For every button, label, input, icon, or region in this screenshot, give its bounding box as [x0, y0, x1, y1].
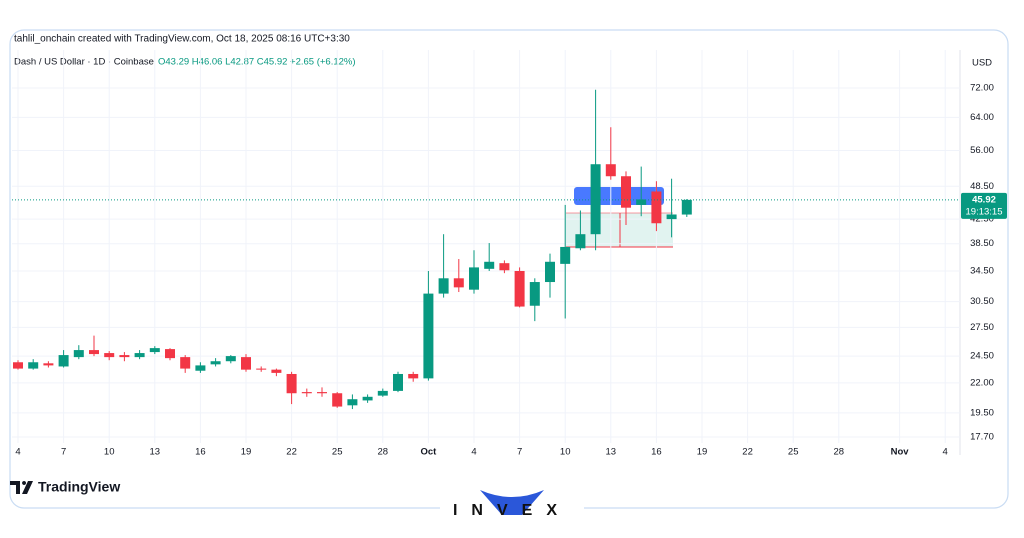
candle-body: [225, 356, 236, 362]
candle-body: [560, 246, 571, 264]
x-tick-label: 25: [332, 447, 343, 458]
x-tick-label: 10: [104, 447, 115, 458]
candle-body: [43, 363, 54, 366]
candle-body: [332, 393, 343, 407]
watermark: INVEX: [453, 502, 571, 519]
candle-body: [469, 267, 479, 290]
candle-body: [393, 373, 403, 391]
candle-body: [165, 349, 175, 359]
x-tick-label: 7: [517, 447, 522, 458]
y-tick-label: 34.50: [970, 265, 994, 276]
x-tick-label: 10: [560, 447, 571, 458]
candle-body: [28, 362, 39, 369]
logo-icon: [10, 481, 33, 494]
y-tick-label: 30.50: [970, 296, 994, 307]
candle-body: [301, 392, 312, 394]
symbol: Dash / US Dollar · 1D · Coinbase: [14, 57, 154, 68]
x-tick-label: 4: [15, 447, 20, 458]
y-tick-label: 17.70: [970, 431, 994, 442]
candle-body: [134, 353, 145, 358]
y-tick-label: 22.00: [970, 377, 994, 388]
candle-body: [210, 361, 221, 365]
candle-body: [317, 392, 327, 394]
candle-body: [499, 263, 510, 271]
x-tick-label: 19: [697, 447, 708, 458]
y-tick-label: 38.50: [970, 238, 994, 249]
candle-body: [195, 365, 206, 371]
candle-body: [438, 278, 449, 294]
x-tick-label: 22: [742, 447, 753, 458]
brand: TradingView: [38, 479, 120, 495]
candle-body: [529, 282, 540, 306]
candle-body: [621, 176, 631, 208]
candle-body: [89, 350, 99, 355]
y-tick-label: 27.50: [970, 322, 994, 333]
x-tick-label: 22: [286, 447, 297, 458]
watermark-icon: [480, 490, 544, 515]
currency: USD: [972, 58, 992, 69]
x-tick-label: 19: [241, 447, 252, 458]
y-tick-label: 19.50: [970, 407, 994, 418]
candle-body: [377, 390, 388, 396]
brand-logo: TradingView: [10, 479, 120, 495]
x-tick-label: 13: [606, 447, 617, 458]
candle-body: [605, 164, 616, 177]
candle-body: [104, 353, 115, 358]
x-tick-label: 28: [834, 447, 845, 458]
x-tick-label: Nov: [891, 447, 910, 458]
y-tick-label: 56.00: [970, 145, 994, 156]
x-tick-label: 13: [150, 447, 161, 458]
x-tick-label: 4: [943, 447, 948, 458]
candle-body: [73, 350, 84, 358]
candle-body: [514, 270, 525, 307]
candle-body: [149, 348, 160, 353]
candle-body: [590, 164, 601, 235]
x-tick-label: 4: [471, 447, 476, 458]
candle-body: [484, 261, 495, 269]
last-price: 45.92: [972, 194, 996, 205]
candle-body: [636, 199, 647, 205]
x-tick-label: 16: [195, 447, 206, 458]
y-tick-label: 24.50: [970, 351, 994, 362]
candle-body: [575, 234, 586, 249]
y-tick-label: 64.00: [970, 112, 994, 123]
x-tick-label: 28: [378, 447, 389, 458]
candle-body: [241, 357, 251, 370]
candle-body: [286, 373, 297, 394]
candle-body: [408, 373, 419, 379]
countdown: 19:13:15: [966, 206, 1003, 217]
candle-body: [347, 399, 358, 406]
candle-body: [362, 396, 373, 401]
position-label: [574, 187, 664, 205]
header: tahlil_onchain created with TradingView.…: [14, 34, 350, 45]
candle-body: [545, 261, 555, 283]
candle-body: [651, 191, 662, 224]
candle-body: [13, 362, 23, 369]
plot: 17.70 19.50 22.00 24.50 27.50 30.50 34.50 38.50…: [12, 50, 1007, 458]
candle-body: [681, 199, 692, 215]
candle-body: [453, 278, 464, 288]
candle-body: [180, 357, 191, 369]
x-tick-label: Oct: [420, 447, 437, 458]
ohlc-legend: O43.29 H46.06 L42.87 C45.92 +2.65 (+6.12…: [158, 57, 356, 68]
y-tick-label: 48.50: [970, 181, 994, 192]
x-tick-label: 25: [788, 447, 799, 458]
candle-body: [423, 293, 434, 379]
candle-body: [119, 355, 130, 358]
y-tick-label: 42.50: [970, 214, 994, 225]
last-price-tag: [961, 192, 1007, 219]
y-tick-label: 72.00: [970, 83, 994, 94]
x-tick-label: 16: [651, 447, 662, 458]
candle-body: [256, 368, 267, 370]
candle-body: [666, 214, 677, 220]
x-tick-label: 7: [61, 447, 66, 458]
candle-body: [271, 369, 282, 373]
candle-body: [58, 355, 69, 367]
